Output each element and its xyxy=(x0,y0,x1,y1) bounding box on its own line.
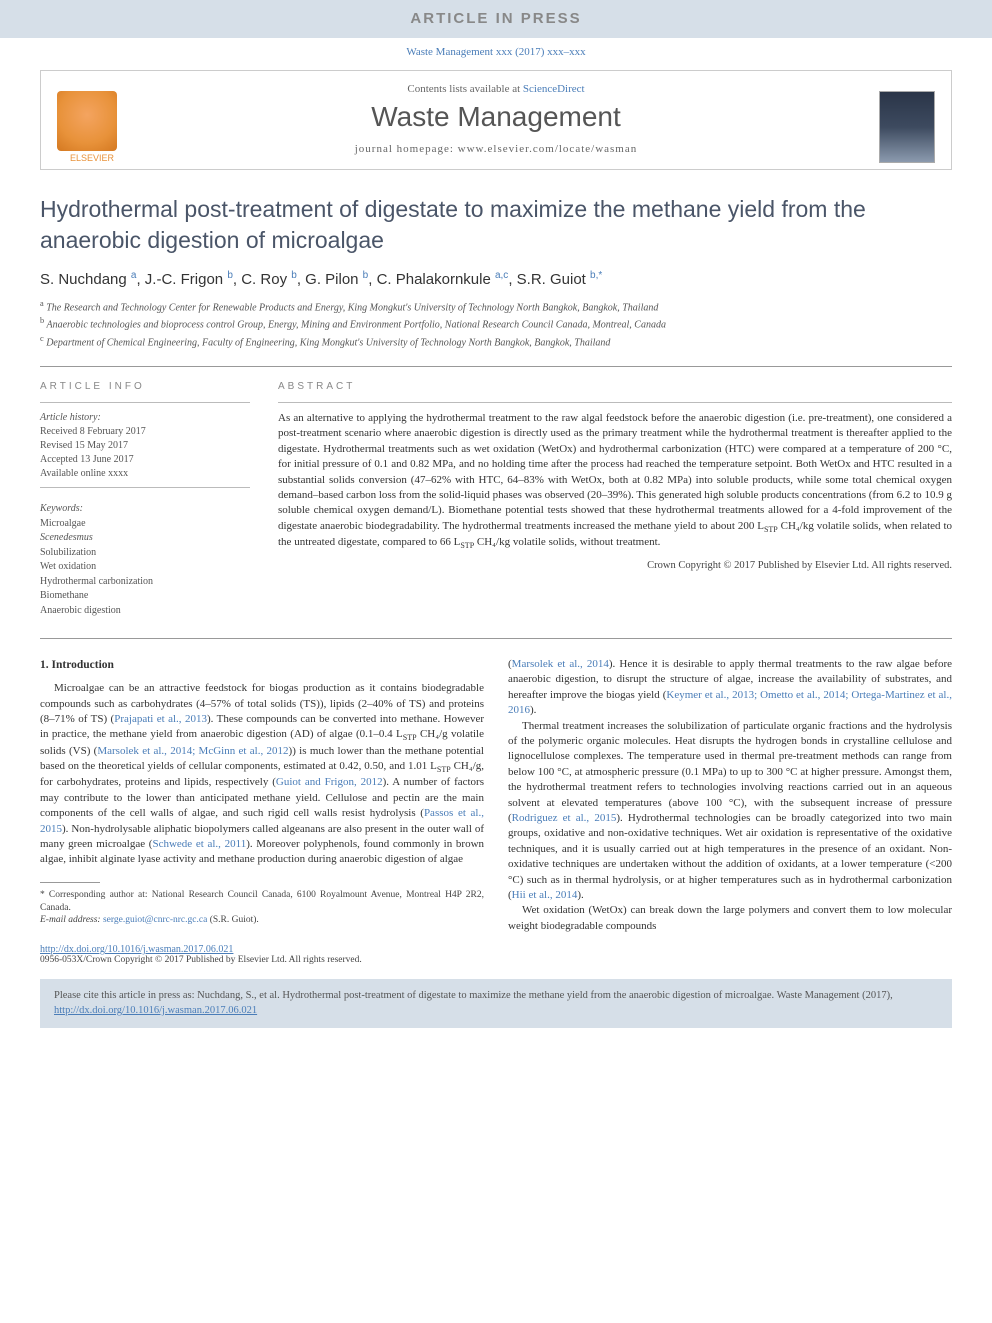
abstract-divider xyxy=(278,402,952,403)
citation-link[interactable]: Prajapati et al., 2013 xyxy=(114,713,207,725)
history-line: Received 8 February 2017 xyxy=(40,425,250,439)
contents-list-text: Contents lists available at ScienceDirec… xyxy=(57,83,935,95)
elsevier-logo: ELSEVIER xyxy=(57,91,127,171)
history-line: Available online xxxx xyxy=(40,467,250,481)
keyword: Microalgae xyxy=(40,517,250,532)
abstract-copyright: Crown Copyright © 2017 Published by Else… xyxy=(278,560,952,571)
divider xyxy=(40,638,952,639)
citation-box: Please cite this article in press as: Nu… xyxy=(40,979,952,1028)
body-para: Microalgae can be an attractive feedstoc… xyxy=(40,681,484,868)
keyword: Scenedesmus xyxy=(40,531,250,546)
section-1-heading: 1. Introduction xyxy=(40,657,484,673)
abstract-heading: ABSTRACT xyxy=(278,381,952,392)
info-divider xyxy=(40,402,250,403)
abstract-block: ABSTRACT As an alternative to applying t… xyxy=(278,381,952,618)
affiliation-line: c Department of Chemical Engineering, Fa… xyxy=(40,333,952,350)
journal-header: ELSEVIER Contents lists available at Sci… xyxy=(40,70,952,170)
citation-link[interactable]: Schwede et al., 2011 xyxy=(152,838,246,850)
history-label: Article history: xyxy=(40,411,250,425)
article-history: Article history: Received 8 February 201… xyxy=(40,411,250,481)
citation-doi-link[interactable]: http://dx.doi.org/10.1016/j.wasman.2017.… xyxy=(54,1005,257,1016)
affiliation-line: b Anaerobic technologies and bioprocess … xyxy=(40,315,952,332)
keyword: Biomethane xyxy=(40,589,250,604)
affiliations: a The Research and Technology Center for… xyxy=(40,298,952,350)
divider xyxy=(40,366,952,367)
doi-block: http://dx.doi.org/10.1016/j.wasman.2017.… xyxy=(40,944,952,965)
article-title: Hydrothermal post-treatment of digestate… xyxy=(40,194,952,256)
keywords-label: Keywords: xyxy=(40,502,250,517)
body-columns: 1. Introduction Microalgae can be an att… xyxy=(40,657,952,934)
doi-copyright: 0956-053X/Crown Copyright © 2017 Publish… xyxy=(40,955,952,965)
info-divider xyxy=(40,487,250,488)
journal-homepage: journal homepage: www.elsevier.com/locat… xyxy=(57,143,935,155)
journal-title: Waste Management xyxy=(57,101,935,133)
keyword: Solubilization xyxy=(40,546,250,561)
body-para: Wet oxidation (WetOx) can break down the… xyxy=(508,903,952,934)
doi-link[interactable]: http://dx.doi.org/10.1016/j.wasman.2017.… xyxy=(40,944,233,955)
keywords-block: Keywords: MicroalgaeScenedesmusSolubiliz… xyxy=(40,502,250,618)
elsevier-tree-icon xyxy=(57,91,117,151)
email-link[interactable]: serge.guiot@cnrc-nrc.gc.ca xyxy=(103,915,207,925)
abstract-text: As an alternative to applying the hydrot… xyxy=(278,411,952,551)
history-line: Revised 15 May 2017 xyxy=(40,439,250,453)
body-para: (Marsolek et al., 2014). Hence it is des… xyxy=(508,657,952,719)
history-line: Accepted 13 June 2017 xyxy=(40,453,250,467)
journal-cover-thumbnail xyxy=(879,91,935,163)
article-info-heading: ARTICLE INFO xyxy=(40,381,250,392)
citation-link[interactable]: Hii et al., 2014 xyxy=(512,889,578,901)
citation-link[interactable]: Marsolek et al., 2014 xyxy=(512,658,609,670)
article-in-press-banner: ARTICLE IN PRESS xyxy=(0,0,992,38)
body-para: Thermal treatment increases the solubili… xyxy=(508,719,952,904)
corresponding-author-footnote: * Corresponding author at: National Rese… xyxy=(40,889,484,927)
elsevier-label: ELSEVIER xyxy=(57,153,127,163)
footnote-separator xyxy=(40,882,100,883)
sciencedirect-link[interactable]: ScienceDirect xyxy=(523,83,585,95)
journal-reference: Waste Management xxx (2017) xxx–xxx xyxy=(0,46,992,58)
citation-link[interactable]: Rodriguez et al., 2015 xyxy=(512,812,617,824)
article-info-sidebar: ARTICLE INFO Article history: Received 8… xyxy=(40,381,250,618)
keyword: Anaerobic digestion xyxy=(40,604,250,619)
authors-list: S. Nuchdang a, J.-C. Frigon b, C. Roy b,… xyxy=(40,270,952,288)
column-right: (Marsolek et al., 2014). Hence it is des… xyxy=(508,657,952,934)
banner-text: ARTICLE IN PRESS xyxy=(410,10,581,27)
citation-link[interactable]: Guiot and Frigon, 2012 xyxy=(276,776,383,788)
column-left: 1. Introduction Microalgae can be an att… xyxy=(40,657,484,934)
keyword: Hydrothermal carbonization xyxy=(40,575,250,590)
keyword: Wet oxidation xyxy=(40,560,250,575)
affiliation-line: a The Research and Technology Center for… xyxy=(40,298,952,315)
citation-link[interactable]: Marsolek et al., 2014; McGinn et al., 20… xyxy=(97,745,288,757)
